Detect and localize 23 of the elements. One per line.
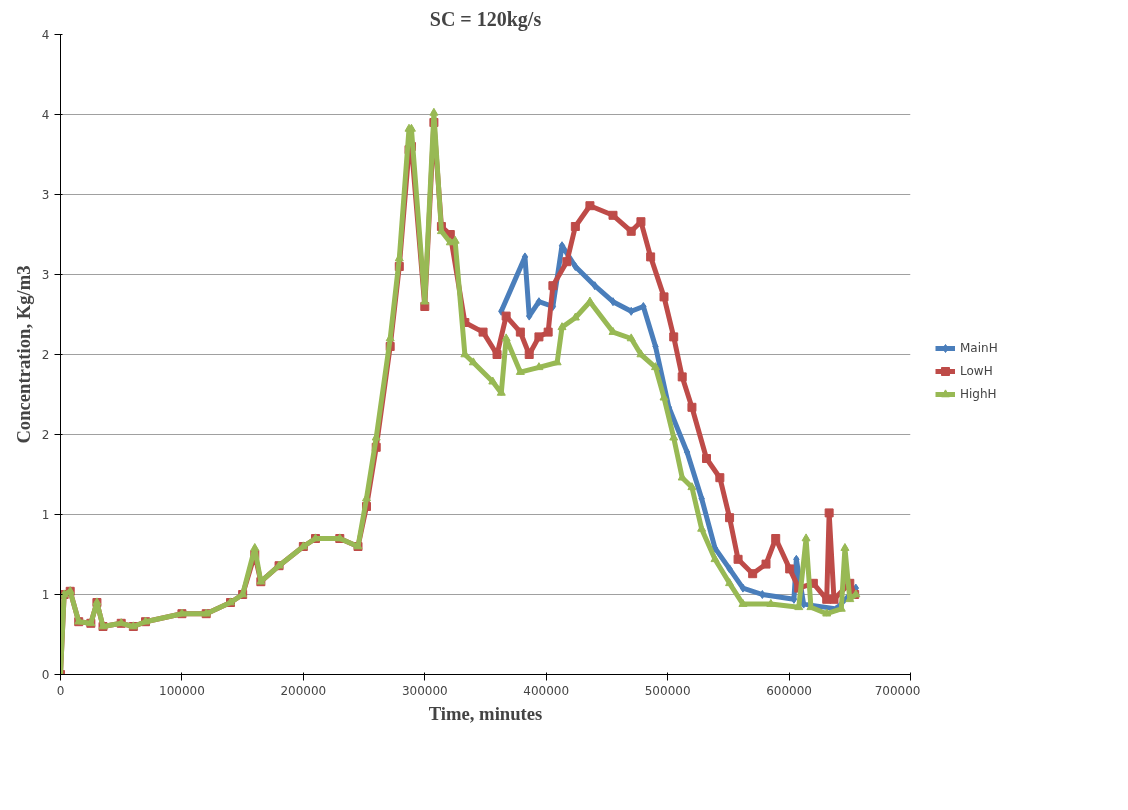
x-tick-label: 100000 [159, 683, 205, 698]
legend-label: LowH [960, 364, 993, 378]
y-tick-label: 4 [41, 28, 50, 42]
x-tick-label: 700000 [874, 683, 921, 698]
x-tick-label: 500000 [644, 683, 691, 698]
x-tick-label: 400000 [523, 683, 570, 698]
y-tick-label: 0 [41, 668, 50, 682]
legend-label: HighH [960, 387, 997, 401]
chart-title: SC = 120kg/s [429, 7, 542, 31]
legend-label: MainH [960, 341, 998, 355]
y-tick-label: 2 [41, 428, 50, 442]
y-tick-label: 2 [41, 348, 50, 362]
y-tick-label: 3 [41, 268, 50, 282]
x-axis-title: Time, minutes [428, 702, 543, 724]
x-tick-label: 0 [56, 683, 65, 698]
y-tick-label: 1 [41, 508, 50, 522]
y-axis-title: Concentration, Kg/m3 [12, 265, 34, 444]
x-tick-label: 200000 [280, 683, 327, 698]
y-tick-label: 3 [41, 188, 50, 202]
y-tick-label: 1 [41, 588, 50, 602]
y-tick-label: 4 [41, 108, 50, 122]
x-tick-label: 300000 [401, 683, 448, 698]
x-tick-label: 600000 [766, 683, 812, 698]
